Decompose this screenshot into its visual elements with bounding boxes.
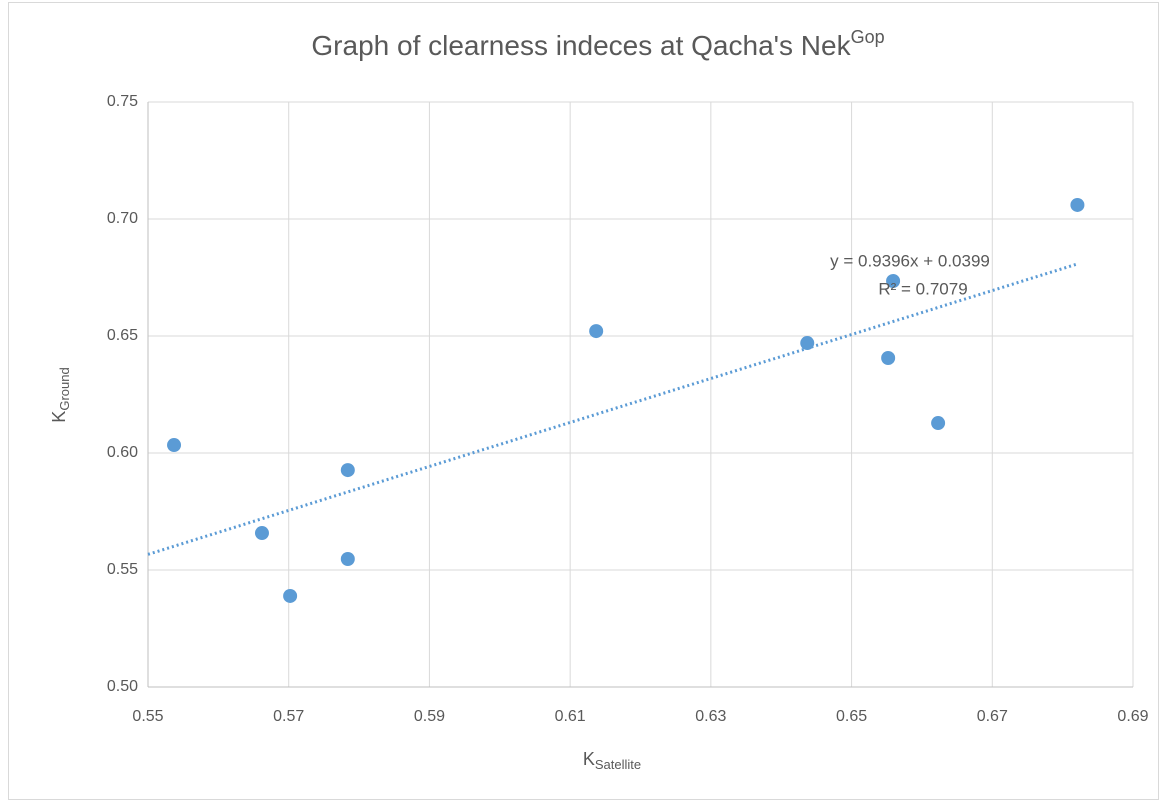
x-label-text: K (583, 749, 595, 769)
y-tick-label: 0.55 (107, 561, 138, 578)
x-tick-label: 0.59 (414, 708, 445, 725)
x-tick-label: 0.69 (1117, 708, 1148, 725)
point (931, 416, 946, 431)
x-tick-label: 0.65 (836, 708, 867, 725)
x-tick-label: 0.67 (977, 708, 1008, 725)
x-tick-label: 0.61 (555, 708, 586, 725)
chart-border (8, 2, 1159, 800)
chart-title: Graph of clearness indeces at Qacha's Ne… (311, 27, 884, 62)
x-axis-label: KSatellite (583, 749, 641, 773)
y-tick-label: 0.65 (107, 327, 138, 344)
x-tick-label: 0.57 (273, 708, 304, 725)
x-tick-label: 0.63 (695, 708, 726, 725)
trendline-equation: y = 0.9396x + 0.0399 (830, 251, 990, 270)
x-label-subscript: Satellite (595, 757, 641, 772)
title-text: Graph of clearness indeces at Qacha's Ne… (311, 30, 851, 61)
point (283, 588, 298, 603)
y-tick-label: 0.50 (107, 678, 138, 695)
point (886, 274, 901, 289)
y-tick-label: 0.60 (107, 444, 138, 461)
point (1070, 197, 1085, 212)
y-label-text: K (49, 411, 69, 423)
y-tick-label: 0.70 (107, 210, 138, 227)
point (254, 526, 269, 541)
title-superscript: Gop (851, 27, 885, 47)
point (167, 438, 182, 453)
trendline-r2: R² = 0.7079 (878, 279, 967, 298)
y-tick-label: 0.75 (107, 93, 138, 110)
point (881, 350, 896, 365)
point (340, 552, 355, 567)
point (800, 336, 815, 351)
trendline (147, 262, 1078, 556)
y-label-subscript: Ground (57, 367, 72, 410)
point (340, 463, 355, 478)
x-tick-label: 0.55 (132, 708, 163, 725)
y-axis-label: KGround (49, 367, 73, 422)
point (589, 324, 604, 339)
